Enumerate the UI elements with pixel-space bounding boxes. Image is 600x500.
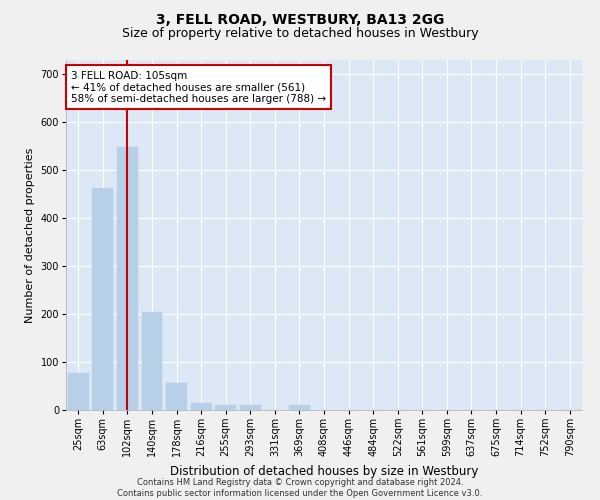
Bar bbox=[240, 405, 261, 410]
Bar bbox=[166, 382, 187, 410]
X-axis label: Distribution of detached houses by size in Westbury: Distribution of detached houses by size … bbox=[170, 465, 478, 478]
Bar bbox=[68, 372, 89, 410]
Text: 3, FELL ROAD, WESTBURY, BA13 2GG: 3, FELL ROAD, WESTBURY, BA13 2GG bbox=[156, 12, 444, 26]
Text: 3 FELL ROAD: 105sqm
← 41% of detached houses are smaller (561)
58% of semi-detac: 3 FELL ROAD: 105sqm ← 41% of detached ho… bbox=[71, 70, 326, 104]
Bar bbox=[289, 405, 310, 410]
Text: Contains HM Land Registry data © Crown copyright and database right 2024.
Contai: Contains HM Land Registry data © Crown c… bbox=[118, 478, 482, 498]
Bar bbox=[142, 312, 163, 410]
Bar bbox=[92, 188, 113, 410]
Bar bbox=[117, 147, 138, 410]
Bar bbox=[191, 403, 212, 410]
Bar bbox=[215, 405, 236, 410]
Text: Size of property relative to detached houses in Westbury: Size of property relative to detached ho… bbox=[122, 28, 478, 40]
Y-axis label: Number of detached properties: Number of detached properties bbox=[25, 148, 35, 322]
